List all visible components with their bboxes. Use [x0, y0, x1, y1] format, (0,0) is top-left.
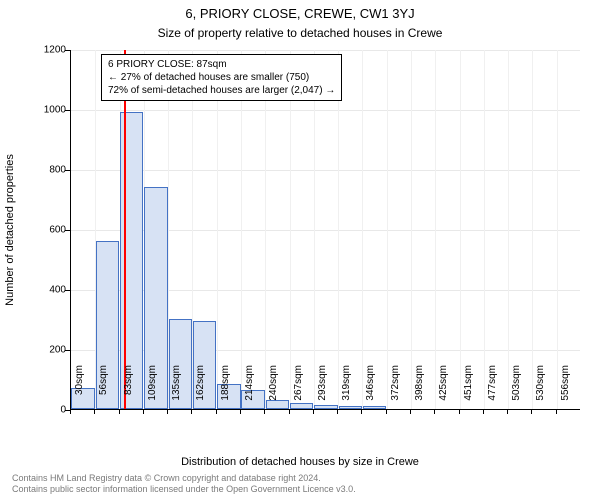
x-tick-label: 530sqm [535, 365, 546, 415]
y-tick-mark [65, 230, 70, 231]
x-tick-label: 240sqm [268, 365, 279, 415]
info-box-line: 6 PRIORY CLOSE: 87sqm [108, 58, 335, 71]
x-tick-label: 503sqm [511, 365, 522, 415]
y-tick-label: 1200 [38, 45, 66, 56]
chart-title-sub: Size of property relative to detached ho… [0, 26, 600, 40]
x-tick-mark [556, 409, 557, 414]
y-tick-label: 0 [38, 405, 66, 416]
grid-line-v [532, 50, 533, 409]
chart-container: 6, PRIORY CLOSE, CREWE, CW1 3YJ Size of … [0, 0, 600, 500]
chart-title-main: 6, PRIORY CLOSE, CREWE, CW1 3YJ [0, 6, 600, 21]
x-tick-label: 162sqm [195, 365, 206, 415]
x-tick-mark [70, 409, 71, 414]
x-tick-mark [240, 409, 241, 414]
grid-line-v [338, 50, 339, 409]
info-box: 6 PRIORY CLOSE: 87sqm← 27% of detached h… [101, 54, 342, 101]
x-tick-label: 451sqm [463, 365, 474, 415]
y-tick-label: 200 [38, 345, 66, 356]
grid-line-v [314, 50, 315, 409]
x-tick-mark [143, 409, 144, 414]
y-tick-mark [65, 290, 70, 291]
footer-attribution: Contains HM Land Registry data © Crown c… [12, 473, 356, 495]
x-tick-mark [94, 409, 95, 414]
grid-line-h [71, 170, 580, 171]
x-tick-label: 188sqm [220, 365, 231, 415]
x-tick-label: 293sqm [317, 365, 328, 415]
grid-line-v [217, 50, 218, 409]
x-tick-mark [410, 409, 411, 414]
x-tick-label: 135sqm [171, 365, 182, 415]
y-tick-label: 1000 [38, 105, 66, 116]
x-tick-mark [531, 409, 532, 414]
x-tick-mark [167, 409, 168, 414]
grid-line-v [435, 50, 436, 409]
grid-line-v [265, 50, 266, 409]
x-tick-mark [459, 409, 460, 414]
x-tick-mark [313, 409, 314, 414]
grid-line-v [362, 50, 363, 409]
footer-line1: Contains HM Land Registry data © Crown c… [12, 473, 356, 484]
grid-line-v [557, 50, 558, 409]
x-tick-label: 56sqm [98, 365, 109, 415]
x-tick-mark [337, 409, 338, 414]
x-tick-label: 83sqm [123, 365, 134, 415]
x-tick-label: 372sqm [390, 365, 401, 415]
grid-line-v [484, 50, 485, 409]
x-tick-label: 319sqm [341, 365, 352, 415]
y-tick-mark [65, 110, 70, 111]
grid-line-h [71, 50, 580, 51]
x-tick-label: 556sqm [560, 365, 571, 415]
x-tick-mark [483, 409, 484, 414]
x-tick-mark [361, 409, 362, 414]
x-tick-mark [386, 409, 387, 414]
x-tick-label: 398sqm [414, 365, 425, 415]
info-box-line: 72% of semi-detached houses are larger (… [108, 84, 335, 97]
x-tick-mark [264, 409, 265, 414]
x-tick-label: 425sqm [438, 365, 449, 415]
x-tick-label: 109sqm [147, 365, 158, 415]
x-tick-mark [507, 409, 508, 414]
grid-line-v [387, 50, 388, 409]
info-box-line: ← 27% of detached houses are smaller (75… [108, 71, 335, 84]
grid-line-v [241, 50, 242, 409]
grid-line-v [508, 50, 509, 409]
y-tick-mark [65, 350, 70, 351]
x-tick-mark [434, 409, 435, 414]
x-tick-label: 267sqm [293, 365, 304, 415]
x-tick-label: 477sqm [487, 365, 498, 415]
y-axis-label: Number of detached properties [4, 154, 16, 306]
x-tick-mark [289, 409, 290, 414]
property-marker-line [124, 50, 126, 409]
x-tick-label: 214sqm [244, 365, 255, 415]
grid-line-v [411, 50, 412, 409]
footer-line2: Contains public sector information licen… [12, 484, 356, 495]
x-tick-mark [216, 409, 217, 414]
x-axis-label: Distribution of detached houses by size … [0, 456, 600, 468]
x-tick-label: 346sqm [365, 365, 376, 415]
y-tick-label: 600 [38, 225, 66, 236]
plot-area: 6 PRIORY CLOSE: 87sqm← 27% of detached h… [70, 50, 580, 410]
grid-line-v [290, 50, 291, 409]
grid-line-h [71, 110, 580, 111]
y-tick-label: 800 [38, 165, 66, 176]
x-tick-mark [119, 409, 120, 414]
grid-line-v [460, 50, 461, 409]
y-tick-label: 400 [38, 285, 66, 296]
x-tick-mark [191, 409, 192, 414]
y-tick-mark [65, 170, 70, 171]
x-tick-label: 30sqm [74, 365, 85, 415]
y-tick-mark [65, 50, 70, 51]
